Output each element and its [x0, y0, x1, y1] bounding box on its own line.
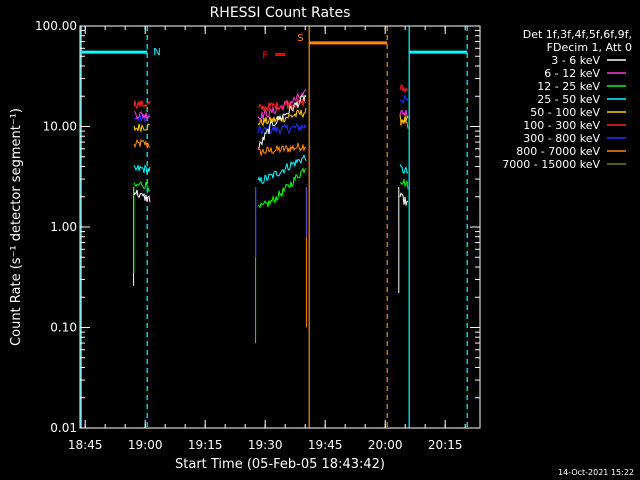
series-trace-segment-2: [399, 164, 409, 175]
legend-entry-label: 100 - 300 keV: [523, 119, 600, 132]
x-tick-label: 18:45: [68, 438, 103, 452]
series-trace-segment-0: [133, 138, 151, 149]
series-3-6keV: [133, 94, 409, 206]
series-trace-segment-0: [133, 100, 151, 110]
series-trace-segment-1: [257, 107, 307, 127]
legend-entry-label: 12 - 25 keV: [537, 80, 600, 93]
legend-entry-label: 7000 - 15000 keV: [502, 158, 600, 171]
series-trace-segment-0: [133, 111, 151, 122]
series-trace-segment-1: [257, 122, 307, 136]
footer-date: 14-Oct-2021 15:22: [558, 468, 634, 477]
series-trace-segment-0: [133, 189, 151, 203]
chart-title: RHESSI Count Rates: [210, 5, 351, 21]
series-25-50keV: [133, 153, 409, 184]
attenuator-label-n: N: [153, 47, 160, 58]
series-trace-segment-2: [399, 84, 409, 93]
y-axis-label: Count Rate (s⁻¹ detector segment⁻¹): [9, 108, 24, 346]
x-axis-label: Start Time (05-Feb-05 18:43:42): [175, 457, 385, 472]
series-trace-segment-2: [400, 178, 409, 190]
series-12-25keV: [133, 167, 409, 209]
x-tick-label: 19:15: [188, 438, 223, 452]
series-trace-segment-2: [399, 192, 409, 206]
series-trace-segment-0: [133, 164, 151, 174]
series-trace-segment-1: [257, 89, 307, 121]
legend-entry-label: 50 - 100 keV: [530, 106, 600, 119]
series-trace-segment-0: [133, 123, 151, 134]
y-tick-label: 0.01: [50, 421, 77, 435]
attenuator-label-f: F: [262, 51, 268, 62]
plot-area: N F S: [80, 26, 468, 428]
legend-header-line-1: Det 1f,3f,4f,5f,6f,9f,: [523, 28, 632, 41]
series-50-100keV: [133, 107, 409, 134]
y-tick-label: 100.00: [35, 19, 77, 33]
legend-header-line-2: FDecim 1, Att 0: [547, 41, 632, 54]
series-trace-segment-1: [257, 153, 307, 184]
legend-entry-label: 6 - 12 keV: [544, 67, 600, 80]
legend: Det 1f,3f,4f,5f,6f,9f,FDecim 1, Att 03 -…: [502, 28, 632, 171]
x-tick-label: 20:15: [428, 438, 463, 452]
x-tick-label: 19:00: [128, 438, 163, 452]
x-tick-label: 19:45: [308, 438, 343, 452]
legend-entry-label: 300 - 800 keV: [523, 132, 600, 145]
series-trace-segment-1: [257, 167, 307, 209]
attenuator-label-s: S: [297, 33, 303, 44]
legend-entry-label: 3 - 6 keV: [551, 54, 600, 67]
axis-ticks: 18:45 19:00 19:15 19:30 19:45 20:00 20:15 0.01 0…: [35, 19, 480, 452]
series-trace-segment-1: [257, 94, 307, 149]
series-trace-segment-1: [257, 97, 307, 112]
x-tick-label: 20:00: [368, 438, 403, 452]
series-100-300keV: [133, 84, 409, 112]
series-trace-segment-0: [133, 181, 151, 192]
series-6-12keV: [133, 89, 409, 122]
series-trace-segment-2: [399, 109, 409, 118]
legend-entry-label: 25 - 50 keV: [537, 93, 600, 106]
series-trace-segment-2: [399, 114, 409, 125]
x-tick-label: 19:30: [248, 438, 283, 452]
legend-entry-label: 800 - 7000 keV: [516, 145, 600, 158]
series-trace-segment-2: [399, 94, 409, 105]
y-tick-label: 1.00: [50, 220, 77, 234]
y-tick-label: 0.10: [50, 321, 77, 335]
y-tick-label: 10.00: [43, 120, 77, 134]
series-trace-segment-1: [257, 142, 307, 156]
